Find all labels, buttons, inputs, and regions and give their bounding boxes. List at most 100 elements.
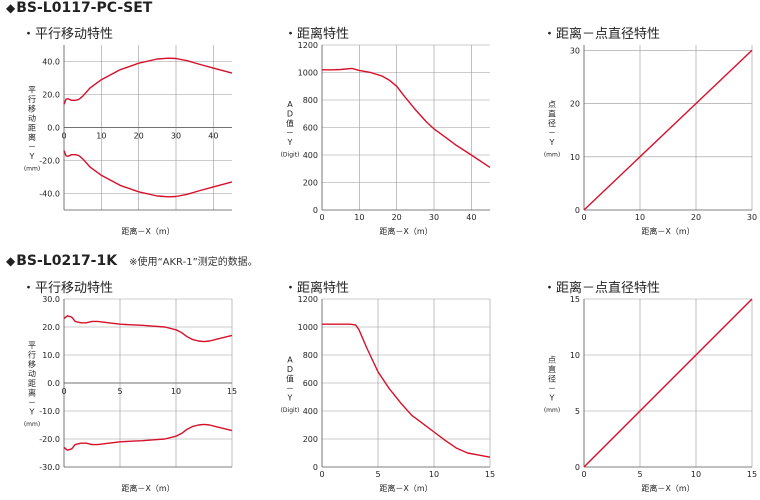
section-note: ※使用“AKR-1”测定的数据。 bbox=[129, 257, 258, 268]
y-axis-label-char: 行 bbox=[28, 350, 36, 360]
section-title-1: ◆BS-L0117-PC-SET bbox=[6, 0, 152, 16]
x-tick-label: 5 bbox=[375, 470, 380, 479]
y-axis-label-char: － bbox=[286, 384, 294, 393]
x-tick-label: 10 bbox=[635, 213, 645, 222]
y-axis-label-char: 离 bbox=[28, 388, 36, 398]
y-axis-label-char: 距 bbox=[28, 379, 36, 388]
chart-title-3: ・距离－点直径特性 bbox=[543, 27, 661, 42]
y-tick-label: -10.0 bbox=[39, 407, 60, 416]
y-tick-label: 400 bbox=[303, 151, 318, 160]
y-tick-label: 20 bbox=[570, 100, 580, 109]
y-tick-label: 0 bbox=[313, 463, 318, 472]
y-tick-label: 800 bbox=[303, 351, 318, 360]
y-axis-label-char: 点 bbox=[548, 355, 556, 364]
x-axis-label: 距离－X（m） bbox=[379, 226, 432, 236]
y-tick-label: 1000 bbox=[298, 69, 318, 78]
y-axis-label-char: 移 bbox=[28, 104, 36, 114]
y-axis-label-char: 直 bbox=[548, 364, 556, 374]
y-tick-label: 30.0 bbox=[42, 295, 60, 304]
y-tick-label: 200 bbox=[303, 179, 318, 188]
y-axis-label-char: 平 bbox=[28, 341, 36, 350]
x-tick-label: 10 bbox=[429, 470, 439, 479]
x-axis-label: 距离－X（m） bbox=[121, 483, 174, 493]
y-axis-label-char: Y bbox=[287, 393, 293, 402]
x-tick-label: 5 bbox=[637, 470, 642, 479]
x-tick-label: 10 bbox=[354, 213, 364, 222]
x-tick-label: 15 bbox=[227, 387, 237, 396]
section-title-text-1: BS-L0117-PC-SET bbox=[16, 0, 153, 16]
section-title-2: ◆BS-L0217-1K ※使用“AKR-1”测定的数据。 bbox=[6, 253, 258, 269]
y-tick-label: 0.0 bbox=[47, 379, 60, 388]
y-axis-label-char: 点 bbox=[548, 100, 556, 109]
series-line-2 bbox=[63, 423, 233, 451]
y-axis-label-char: Y bbox=[549, 138, 555, 147]
x-tick-label: 20 bbox=[691, 213, 701, 222]
x-axis-label: 距离－X（m） bbox=[121, 226, 174, 236]
y-tick-label: -20.0 bbox=[39, 435, 60, 444]
diamond-icon: ◆ bbox=[6, 254, 16, 268]
section-title-text-2: BS-L0217-1K bbox=[16, 253, 118, 269]
diamond-icon: ◆ bbox=[6, 1, 16, 15]
y-tick-label: 0 bbox=[575, 206, 580, 215]
y-tick-label: 30 bbox=[570, 46, 580, 55]
chart-3: 30 20 10 00 10 20 30 距离－X（m） 点直径－Y (mm) bbox=[544, 45, 757, 236]
y-tick-label: -40.0 bbox=[39, 190, 60, 199]
y-axis-label-char: 平 bbox=[28, 86, 36, 95]
y-axis-unit: (Digit) bbox=[281, 407, 300, 414]
x-tick-label: 40 bbox=[466, 213, 476, 222]
y-axis-label-char: Y bbox=[287, 138, 293, 147]
series-line-1 bbox=[63, 57, 233, 105]
chart-6: 15 10 5 00 5 10 15 距离－X（m） 点直径－Y (mm) bbox=[544, 295, 757, 493]
y-axis-label-char: 移 bbox=[28, 359, 36, 369]
series-line-1 bbox=[322, 323, 491, 458]
y-axis-unit: (mm) bbox=[544, 151, 560, 158]
y-tick-label: 0 bbox=[575, 463, 580, 472]
x-tick-label: 40 bbox=[208, 132, 218, 141]
series-line-1 bbox=[583, 298, 753, 468]
chart-5: 1200 1000 800 600 400 200 00 5 10 15 距离－X（m） AD值－Y (… bbox=[281, 295, 495, 493]
x-tick-label: 30 bbox=[429, 213, 439, 222]
y-tick-label: 5 bbox=[575, 407, 580, 416]
x-axis-label: 距离－X（m） bbox=[641, 483, 694, 493]
y-axis-label-char: 径 bbox=[548, 373, 556, 383]
y-axis-unit: (mm) bbox=[544, 407, 560, 414]
x-tick-label: 20 bbox=[134, 132, 144, 141]
y-axis-label-char: － bbox=[28, 143, 36, 152]
x-tick-label: 20 bbox=[392, 213, 402, 222]
chart-1: 40.020.00.0-20.0-40.0010203040距离－X（m）平行移… bbox=[24, 45, 233, 236]
x-tick-label: 10 bbox=[691, 470, 701, 479]
chart-title-1: ・平行移动特性 bbox=[22, 27, 114, 42]
x-axis-label: 距离－X（m） bbox=[641, 226, 694, 236]
y-axis-label-char: － bbox=[286, 128, 294, 137]
y-axis-label-char: Y bbox=[29, 152, 35, 161]
y-axis-label-char: D bbox=[287, 365, 293, 374]
y-tick-label: -20.0 bbox=[39, 157, 60, 166]
y-tick-label: 40.0 bbox=[42, 58, 60, 67]
y-tick-label: 1000 bbox=[298, 323, 318, 332]
chart-4: 30.020.010.00.0-10.0-20.0-30.0051015距离－X… bbox=[24, 295, 237, 493]
y-axis-label-char: 动 bbox=[28, 113, 36, 123]
y-tick-label: 400 bbox=[303, 407, 318, 416]
y-tick-label: 20.0 bbox=[42, 323, 60, 332]
series-line-2 bbox=[63, 150, 233, 198]
y-tick-label: 20.0 bbox=[42, 91, 60, 100]
y-axis-label-char: Y bbox=[29, 408, 35, 417]
y-axis-label-char: A bbox=[287, 100, 293, 109]
y-axis-label-char: － bbox=[548, 384, 556, 393]
y-tick-label: 0.0 bbox=[47, 124, 60, 133]
x-tick-label: 15 bbox=[485, 470, 495, 479]
y-axis-label-char: 径 bbox=[548, 118, 556, 128]
y-axis-label-char: 直 bbox=[548, 108, 556, 118]
y-axis-label-char: 离 bbox=[28, 132, 36, 142]
y-axis-unit: (mm) bbox=[24, 166, 40, 173]
x-tick-label: 0 bbox=[581, 470, 586, 479]
series-line-1 bbox=[322, 67, 491, 168]
chart-title-6: ・距离－点直径特性 bbox=[543, 281, 661, 296]
x-tick-label: 10 bbox=[171, 387, 181, 396]
y-axis-label-char: 行 bbox=[28, 94, 36, 104]
y-tick-label: 15 bbox=[570, 295, 580, 304]
y-tick-label: 0 bbox=[313, 206, 318, 215]
y-tick-label: 800 bbox=[303, 96, 318, 105]
y-tick-label: 200 bbox=[303, 435, 318, 444]
